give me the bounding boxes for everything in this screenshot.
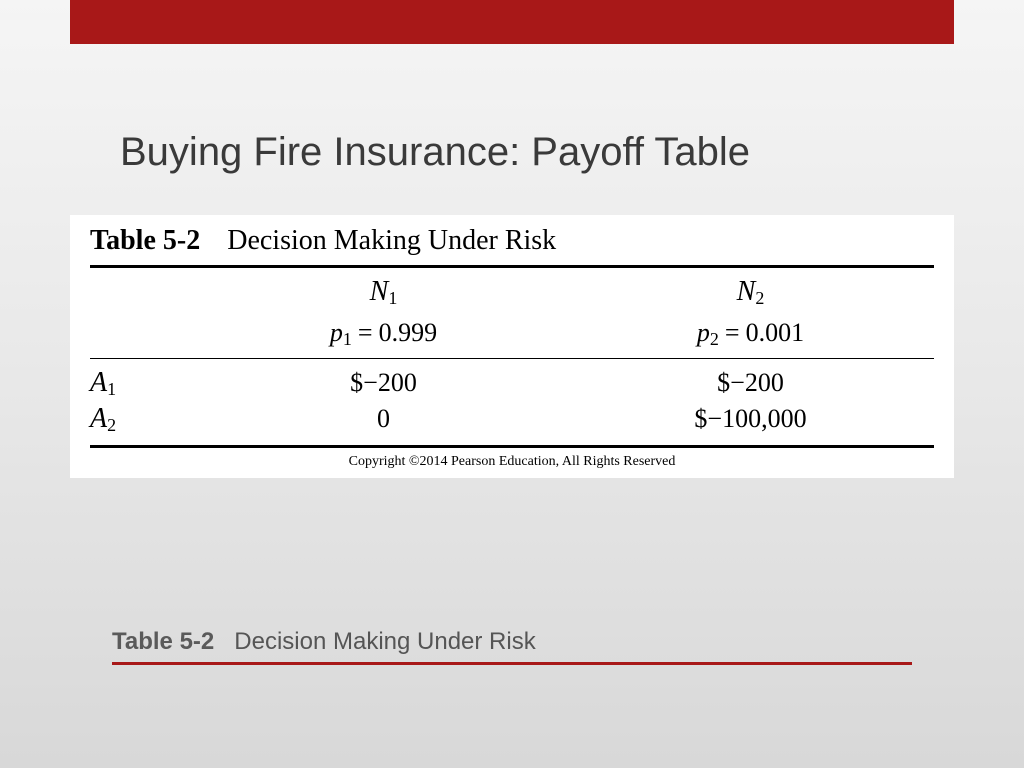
- state-name-2: N2: [567, 276, 934, 308]
- payoff-table-card: Table 5-2 Decision Making Under Risk N1 …: [70, 215, 954, 478]
- accent-top-bar: [70, 0, 954, 44]
- payoff-cell-2-1: 0: [200, 404, 567, 434]
- slide-title: Buying Fire Insurance: Payoff Table: [120, 130, 750, 175]
- state-column-1: N1 p1=0.999: [200, 276, 567, 348]
- action-label-2: A2: [90, 403, 200, 435]
- caption-text: Table 5-2 Decision Making Under Risk: [112, 628, 912, 662]
- table-title: Decision Making Under Risk: [227, 225, 556, 256]
- payoff-cell-1-1: $−200: [200, 368, 567, 398]
- action-label-1: A1: [90, 367, 200, 399]
- caption-label: Table 5-2: [112, 628, 214, 655]
- caption-underline: [112, 662, 912, 665]
- state-prob-1: p1=0.999: [200, 318, 567, 348]
- header-spacer: [90, 276, 200, 348]
- action-row-2: A2 0 $−100,000: [90, 401, 934, 437]
- payoff-rows: A1 $−200 $−200 A2 0 $−100,000: [90, 359, 934, 448]
- action-row-1: A1 $−200 $−200: [90, 365, 934, 401]
- caption-region: Table 5-2 Decision Making Under Risk: [112, 628, 912, 665]
- state-name-1: N1: [200, 276, 567, 308]
- caption-title: Decision Making Under Risk: [234, 628, 535, 655]
- copyright-text: Copyright ©2014 Pearson Education, All R…: [90, 448, 934, 470]
- table-heading: Table 5-2 Decision Making Under Risk: [90, 225, 934, 268]
- state-column-2: N2 p2=0.001: [567, 276, 934, 348]
- payoff-cell-2-2: $−100,000: [567, 404, 934, 434]
- state-header-row: N1 p1=0.999 N2 p2=0.001: [90, 268, 934, 359]
- table-label: Table 5-2: [90, 225, 200, 256]
- payoff-cell-1-2: $−200: [567, 368, 934, 398]
- state-prob-2: p2=0.001: [567, 318, 934, 348]
